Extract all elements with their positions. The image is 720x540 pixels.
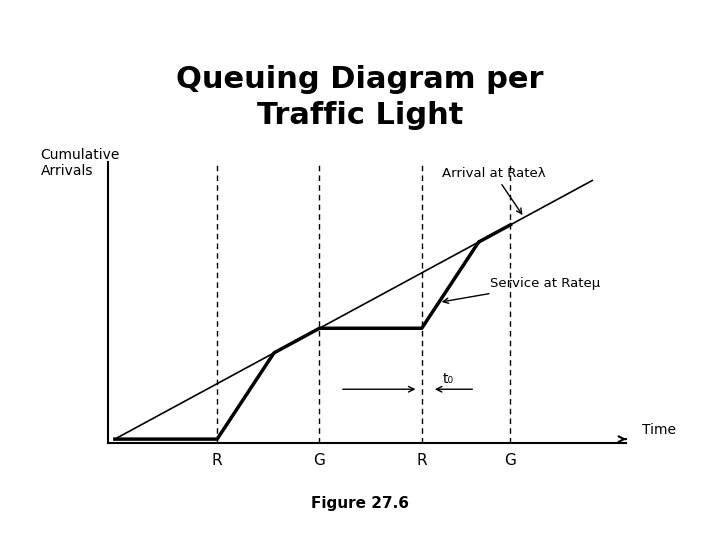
Text: Service at Rateμ: Service at Rateμ [443, 278, 600, 303]
Text: t₀: t₀ [443, 372, 454, 386]
Text: Queuing Diagram per
Traffic Light: Queuing Diagram per Traffic Light [176, 65, 544, 130]
Text: Figure 27.6: Figure 27.6 [311, 496, 409, 511]
Text: Arrival at Rateλ: Arrival at Rateλ [442, 166, 546, 214]
Text: Time: Time [642, 423, 676, 437]
Text: Cumulative
Arrivals: Cumulative Arrivals [40, 148, 120, 178]
